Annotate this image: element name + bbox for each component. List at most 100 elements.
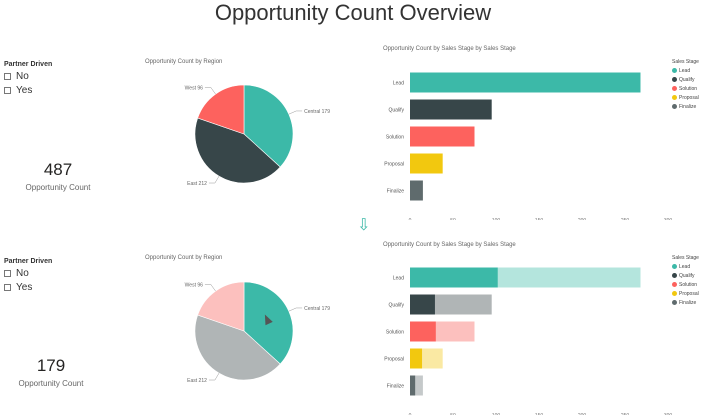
legend-label: Qualify <box>679 272 695 279</box>
legend-item-finalize[interactable]: Finalize <box>672 102 699 111</box>
bar-solution[interactable] <box>410 126 475 147</box>
legend-item-proposal[interactable]: Proposal <box>672 93 699 102</box>
x-tick-label: 200 <box>578 218 587 220</box>
category-label: Solution <box>386 330 404 336</box>
legend-label: Solution <box>679 85 698 92</box>
x-tick-label: 300 <box>664 218 673 220</box>
pie-data-label: Central 179 <box>304 306 330 312</box>
bar-highlight-qualify[interactable] <box>410 294 435 315</box>
x-tick-label: 100 <box>492 413 501 415</box>
legend-dot <box>672 300 677 305</box>
x-tick-label: 50 <box>450 218 456 220</box>
pie-slice-west[interactable] <box>197 84 245 135</box>
pie-data-label: Central 179 <box>304 109 330 115</box>
legend-dot <box>672 95 677 100</box>
legend-item-solution[interactable]: Solution <box>672 84 699 93</box>
legend-item-lead[interactable]: Lead <box>672 262 699 271</box>
category-label: Lead <box>393 81 404 87</box>
category-label: Solution <box>386 135 404 141</box>
legend-label: Lead <box>679 67 691 74</box>
category-label: Finalize <box>387 189 404 195</box>
pie-slice-west[interactable] <box>197 281 245 332</box>
slicer-option-yes[interactable]: Yes <box>4 282 52 293</box>
x-tick-label: 100 <box>492 218 501 220</box>
bar-qualify[interactable] <box>410 99 492 120</box>
x-tick-label: 200 <box>578 413 587 415</box>
opportunity-count-card-top: 487 Opportunity Count <box>8 160 108 192</box>
legend-title: Sales Stage <box>672 255 699 261</box>
partner-driven-slicer-top: Partner Driven No Yes <box>4 61 52 99</box>
pie-slice-east[interactable] <box>194 314 281 381</box>
slicer-option-label: No <box>16 71 29 82</box>
x-tick-label: 250 <box>621 413 630 415</box>
slicer-option-no[interactable]: No <box>4 268 52 279</box>
bar-top-title: Opportunity Count by Sales Stage by Sale… <box>383 46 516 52</box>
legend-item-qualify[interactable]: Qualify <box>672 75 699 84</box>
partner-driven-slicer-bottom: Partner Driven No Yes <box>4 258 52 296</box>
legend-dot <box>672 86 677 91</box>
bar-chart-bottom[interactable]: 0 50 100 150 200 250 300 Lead Qualify Solution Pro… <box>355 253 675 415</box>
pie-data-label: East 212 <box>187 378 207 384</box>
card-value: 487 <box>43 160 73 179</box>
legend-dot <box>672 104 677 109</box>
legend-item-proposal[interactable]: Proposal <box>672 289 699 298</box>
slicer-option-yes[interactable]: Yes <box>4 85 52 96</box>
pie-chart-top[interactable]: Central 179 East 212 West 96 <box>140 65 360 200</box>
checkbox-icon[interactable] <box>4 87 11 94</box>
slicer-option-label: No <box>16 268 29 279</box>
pie-leader-line <box>204 87 216 95</box>
pie-top-title: Opportunity Count by Region <box>145 59 223 65</box>
checkbox-icon[interactable] <box>4 73 11 80</box>
legend-dot <box>672 273 677 278</box>
bar-highlight-finalize[interactable] <box>410 375 416 396</box>
opportunity-count-card-bottom: 179 Opportunity Count <box>1 356 101 388</box>
legend-label: Proposal <box>679 290 699 297</box>
legend-item-finalize[interactable]: Finalize <box>672 298 699 307</box>
bar-highlight-proposal[interactable] <box>410 348 423 369</box>
x-tick-label: 150 <box>535 413 544 415</box>
legend-item-solution[interactable]: Solution <box>672 280 699 289</box>
bar-highlight-solution[interactable] <box>410 321 436 342</box>
pie-slice-central[interactable] <box>243 281 294 365</box>
x-tick-label: 300 <box>664 413 673 415</box>
legend-top: Sales Stage Lead Qualify Solution Propos… <box>672 59 699 111</box>
pie-leader-line <box>204 284 216 292</box>
legend-dot <box>672 291 677 296</box>
checkbox-icon[interactable] <box>4 284 11 291</box>
pie-leader-line <box>288 307 303 312</box>
legend-item-qualify[interactable]: Qualify <box>672 271 699 280</box>
legend-bottom: Sales Stage Lead Qualify Solution Propos… <box>672 255 699 307</box>
bar-highlight-lead[interactable] <box>410 267 498 288</box>
category-label: Qualify <box>388 108 404 114</box>
pie-chart-bottom[interactable]: Central 179 East 212 West 96 <box>140 262 360 397</box>
pie-slice-east[interactable] <box>194 117 281 184</box>
legend-dot <box>672 282 677 287</box>
slicer-title: Partner Driven <box>4 258 53 265</box>
legend-dot <box>672 77 677 82</box>
x-tick-label: 150 <box>535 218 544 220</box>
page-title: Opportunity Count Overview <box>214 0 492 25</box>
pie-bottom-title: Opportunity Count by Region <box>145 255 223 261</box>
legend-label: Finalize <box>679 103 697 110</box>
x-tick-label: 250 <box>621 218 630 220</box>
pie-slice-central[interactable] <box>243 84 294 168</box>
legend-label: Qualify <box>679 76 695 83</box>
bar-finalize[interactable] <box>410 180 423 201</box>
x-tick-label: 0 <box>409 218 412 220</box>
slicer-title: Partner Driven <box>4 61 53 68</box>
legend-item-lead[interactable]: Lead <box>672 66 699 75</box>
bar-proposal[interactable] <box>410 153 443 174</box>
arrow-down-icon: ⇩ <box>357 217 371 234</box>
legend-label: Finalize <box>679 299 697 306</box>
category-label: Finalize <box>387 384 404 390</box>
bar-lead[interactable] <box>410 72 641 93</box>
pie-data-label: West 96 <box>185 86 203 92</box>
x-tick-label: 50 <box>450 413 456 415</box>
legend-dot <box>672 264 677 269</box>
bar-chart-top[interactable]: 0 50 100 150 200 250 300 Lead Qualify Solution Pro… <box>355 58 675 220</box>
slicer-option-no[interactable]: No <box>4 71 52 82</box>
legend-dot <box>672 68 677 73</box>
pie-leader-line <box>208 373 220 381</box>
checkbox-icon[interactable] <box>4 270 11 277</box>
legend-title: Sales Stage <box>672 59 699 65</box>
